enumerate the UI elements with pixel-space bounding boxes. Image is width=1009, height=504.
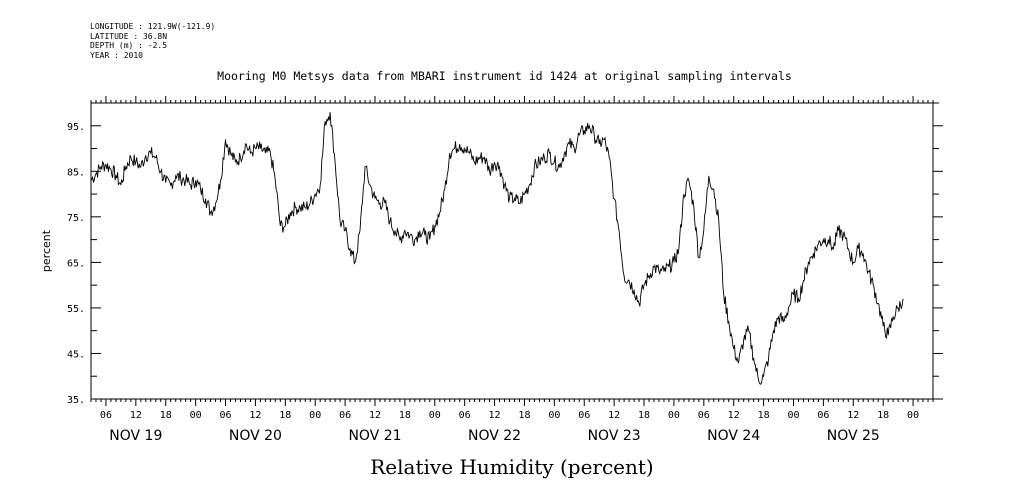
metadata-latitude: LATITUDE : 36.8N xyxy=(90,31,168,41)
x-tick-label: 12 xyxy=(130,410,142,421)
y-axis-label: percent xyxy=(40,229,53,272)
y-tick-label: 45. xyxy=(67,349,85,360)
y-tick-label: 35. xyxy=(67,395,85,406)
x-tick-label: 00 xyxy=(429,410,441,421)
y-tick-label: 55. xyxy=(67,304,85,315)
x-tick-label: 00 xyxy=(190,410,202,421)
series-line xyxy=(90,112,904,385)
x-tick-label: 12 xyxy=(728,410,740,421)
x-tick-label: 06 xyxy=(100,410,112,421)
x-tick-label: 12 xyxy=(249,410,261,421)
x-day-label: NOV 23 xyxy=(588,428,641,444)
x-day-label: NOV 22 xyxy=(468,428,521,444)
x-tick-label: 18 xyxy=(638,410,650,421)
x-tick-label: 00 xyxy=(787,410,799,421)
x-tick-label: 00 xyxy=(907,410,919,421)
x-tick-label: 06 xyxy=(698,410,710,421)
x-axis-label: Relative Humidity (percent) xyxy=(370,455,654,479)
metadata-longitude: LONGITUDE : 121.9W(-121.9) xyxy=(90,22,216,31)
x-tick-label: 12 xyxy=(847,410,859,421)
metadata-year: YEAR : 2010 xyxy=(90,50,143,60)
x-day-label: NOV 21 xyxy=(348,428,401,444)
x-tick-label: 12 xyxy=(369,410,381,421)
x-day-label: NOV 24 xyxy=(707,428,760,444)
y-tick-label: 65. xyxy=(67,258,85,269)
x-tick-label: 18 xyxy=(160,410,172,421)
x-tick-label: 18 xyxy=(758,410,770,421)
series-layer xyxy=(90,112,904,385)
x-day-label: NOV 25 xyxy=(827,428,880,444)
x-tick-label: 00 xyxy=(668,410,680,421)
y-tick-label: 75. xyxy=(67,213,85,224)
x-tick-label: 06 xyxy=(219,410,231,421)
x-axis: 06 12 18 00 06 12 18 00 06 12 18 00 06 12 18 00 06 12 18 00… xyxy=(90,96,934,444)
line-chart: 35.45.55.65.75.85.95. 06 12 18 00 06 12 18 00 06… xyxy=(40,96,943,444)
x-tick-label: 06 xyxy=(578,410,590,421)
x-tick-label: 00 xyxy=(309,410,321,421)
metadata-depth: DEPTH (m) : -2.5 xyxy=(90,41,168,50)
x-day-label: NOV 19 xyxy=(109,428,162,444)
x-tick-label: 12 xyxy=(608,410,620,421)
x-tick-label: 18 xyxy=(877,410,889,421)
x-tick-label: 18 xyxy=(399,410,411,421)
chart-title: Mooring M0 Metsys data from MBARI instru… xyxy=(217,69,792,83)
y-axis: 35. 45. 55. 65. 75. 85. 95. xyxy=(67,102,943,406)
y-tick-label: 85. xyxy=(67,167,85,178)
x-tick-label: 00 xyxy=(548,410,560,421)
metadata-block: LONGITUDE : 121.9W(-121.9) LATITUDE : 36… xyxy=(90,22,215,60)
y-tick-label: 95. xyxy=(67,122,85,133)
plot-frame xyxy=(90,102,934,400)
x-tick-label: 06 xyxy=(459,410,471,421)
x-tick-label: 06 xyxy=(339,410,351,421)
x-tick-label: 06 xyxy=(817,410,829,421)
x-tick-label: 18 xyxy=(518,410,530,421)
x-tick-label: 12 xyxy=(489,410,501,421)
x-day-label: NOV 20 xyxy=(229,428,282,444)
x-tick-label: 18 xyxy=(279,410,291,421)
